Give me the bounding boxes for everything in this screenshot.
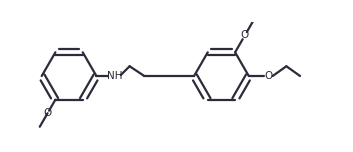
Text: O: O: [264, 71, 273, 81]
Text: O: O: [241, 30, 249, 40]
Text: O: O: [43, 108, 52, 118]
Text: NH: NH: [107, 71, 123, 81]
